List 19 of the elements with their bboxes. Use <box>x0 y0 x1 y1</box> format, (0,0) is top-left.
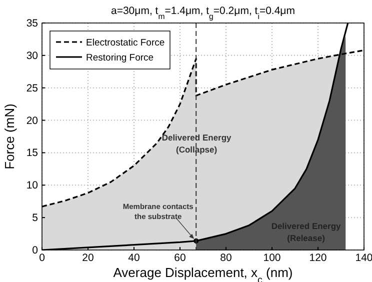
x-tick-label: 100 <box>263 252 281 264</box>
y-axis-title: Force (mN) <box>2 104 17 170</box>
y-tick-label: 25 <box>26 82 38 94</box>
x-tick-label: 80 <box>220 252 232 264</box>
legend-label: Restoring Force <box>86 52 154 64</box>
x-tick-label: 20 <box>82 252 94 264</box>
x-tick-label: 60 <box>174 252 186 264</box>
x-tick-label: 40 <box>128 252 140 264</box>
y-tick-label: 35 <box>26 18 38 30</box>
legend-label: Electrostatic Force <box>86 38 165 48</box>
chart-title: a=30μm, t$_{m}$=1.4μm, t$_{g}$=0.2μm, t$_{i}$=0.4μm <box>111 5 296 20</box>
y-tick-label: 10 <box>26 180 38 192</box>
x-tick-label: 140 <box>355 252 372 264</box>
y-tick-label: 20 <box>26 114 38 127</box>
y-tick-label: 30 <box>26 50 38 62</box>
y-tick-label: 15 <box>26 147 38 160</box>
y-tick-label: 0 <box>32 244 38 256</box>
y-tick-label: 5 <box>32 212 38 224</box>
x-tick-label: 120 <box>309 252 327 264</box>
